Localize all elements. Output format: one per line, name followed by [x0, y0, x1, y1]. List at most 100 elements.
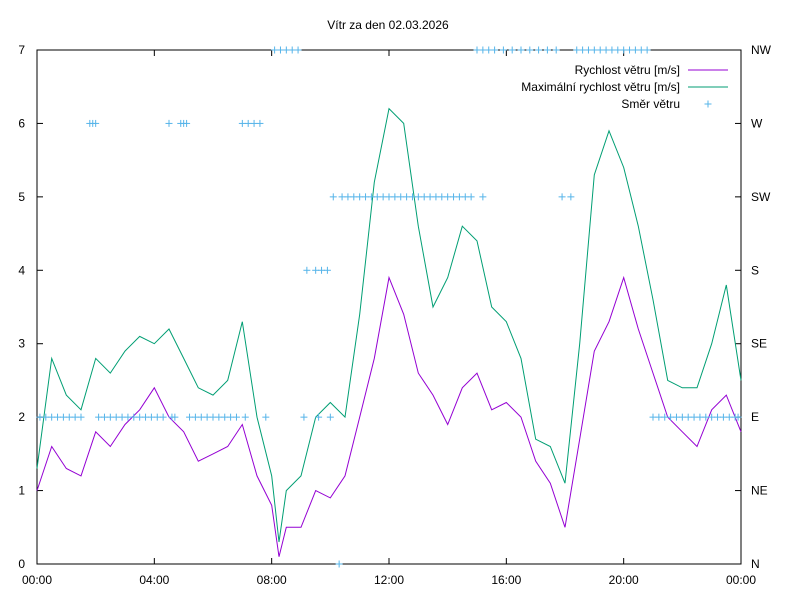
- y-tick-label: 4: [18, 263, 25, 277]
- direction-point: [209, 413, 217, 421]
- direction-point: [467, 193, 475, 201]
- direction-point: [403, 193, 411, 201]
- y2-tick-label: N: [751, 557, 760, 571]
- direction-point: [678, 413, 686, 421]
- series-layer: [36, 46, 742, 568]
- direction-point: [734, 413, 742, 421]
- y-tick-label: 5: [18, 190, 25, 204]
- y-axis-ticks: 0 1 2 3 4 5 6 7: [18, 43, 43, 571]
- direction-point: [567, 193, 575, 201]
- direction-point: [344, 193, 352, 201]
- direction-point: [438, 193, 446, 201]
- direction-point: [517, 46, 525, 54]
- direction-point: [391, 193, 399, 201]
- legend: Rychlost větru [m/s] Maximální rychlost v…: [521, 63, 728, 111]
- direction-point: [696, 413, 704, 421]
- direction-point: [643, 46, 651, 54]
- direction-point: [702, 413, 710, 421]
- direction-point: [719, 413, 727, 421]
- direction-point: [238, 119, 246, 127]
- direction-point: [397, 193, 405, 201]
- direction-point: [690, 413, 698, 421]
- direction-point: [414, 193, 422, 201]
- direction-point: [323, 266, 331, 274]
- x-tick-label: 16:00: [491, 573, 521, 587]
- direction-point: [485, 46, 493, 54]
- direction-point: [183, 119, 191, 127]
- direction-point: [526, 46, 534, 54]
- direction-point: [227, 413, 235, 421]
- x-tick-label: 00:00: [726, 573, 756, 587]
- y2-tick-label: W: [751, 116, 763, 130]
- direction-point: [379, 193, 387, 201]
- direction-point: [558, 193, 566, 201]
- y2-tick-label: E: [751, 410, 759, 424]
- direction-point: [508, 46, 516, 54]
- y2-tick-label: NW: [751, 43, 772, 57]
- direction-point: [631, 46, 639, 54]
- x-tick-label: 20:00: [609, 573, 639, 587]
- direction-point: [626, 46, 634, 54]
- direction-point: [276, 46, 284, 54]
- direction-point: [573, 46, 581, 54]
- direction-point: [450, 193, 458, 201]
- direction-point: [367, 193, 375, 201]
- direction-point: [596, 46, 604, 54]
- y2-tick-label: NE: [751, 484, 768, 498]
- direction-point: [385, 193, 393, 201]
- direction-point: [335, 560, 343, 568]
- direction-point: [491, 46, 499, 54]
- plot-frame: [36, 49, 742, 565]
- direction-point: [197, 413, 205, 421]
- direction-point: [455, 193, 463, 201]
- direction-point: [250, 119, 258, 127]
- y2-axis-ticks: N NE E SE S SW W NW: [735, 43, 772, 571]
- y-tick-label: 7: [18, 43, 25, 57]
- direction-point: [203, 413, 211, 421]
- direction-point: [112, 413, 120, 421]
- direction-point: [579, 46, 587, 54]
- direction-point: [356, 193, 364, 201]
- direction-point: [543, 46, 551, 54]
- direction-point: [136, 413, 144, 421]
- direction-point: [461, 193, 469, 201]
- y-tick-label: 6: [18, 116, 25, 130]
- direction-point: [329, 193, 337, 201]
- series-line-speed: [36, 275, 742, 557]
- direction-point: [95, 413, 103, 421]
- direction-point: [100, 413, 108, 421]
- direction-point: [315, 413, 323, 421]
- direction-point: [282, 46, 290, 54]
- direction-point: [71, 413, 79, 421]
- direction-point: [614, 46, 622, 54]
- direction-point: [667, 413, 675, 421]
- direction-point: [535, 46, 543, 54]
- direction-point: [142, 413, 150, 421]
- direction-point: [708, 413, 716, 421]
- direction-point: [221, 413, 229, 421]
- direction-point: [473, 46, 481, 54]
- y-tick-label: 2: [18, 410, 25, 424]
- direction-point: [620, 46, 628, 54]
- direction-point: [408, 193, 416, 201]
- direction-point: [42, 413, 50, 421]
- direction-point: [684, 413, 692, 421]
- direction-point: [444, 193, 452, 201]
- direction-point: [262, 413, 270, 421]
- x-axis-ticks: 00:00 04:00 08:00 12:00 16:00 20:00 00:00: [22, 50, 756, 587]
- direction-point: [36, 413, 44, 421]
- direction-point: [432, 193, 440, 201]
- direction-point: [479, 46, 487, 54]
- y2-tick-label: SE: [751, 337, 767, 351]
- direction-point: [77, 413, 85, 421]
- direction-point: [479, 193, 487, 201]
- direction-point: [147, 413, 155, 421]
- direction-point: [294, 46, 302, 54]
- direction-point: [215, 413, 223, 421]
- direction-point: [318, 266, 326, 274]
- direction-point: [165, 119, 173, 127]
- direction-point: [362, 193, 370, 201]
- direction-point: [672, 413, 680, 421]
- direction-point: [48, 413, 56, 421]
